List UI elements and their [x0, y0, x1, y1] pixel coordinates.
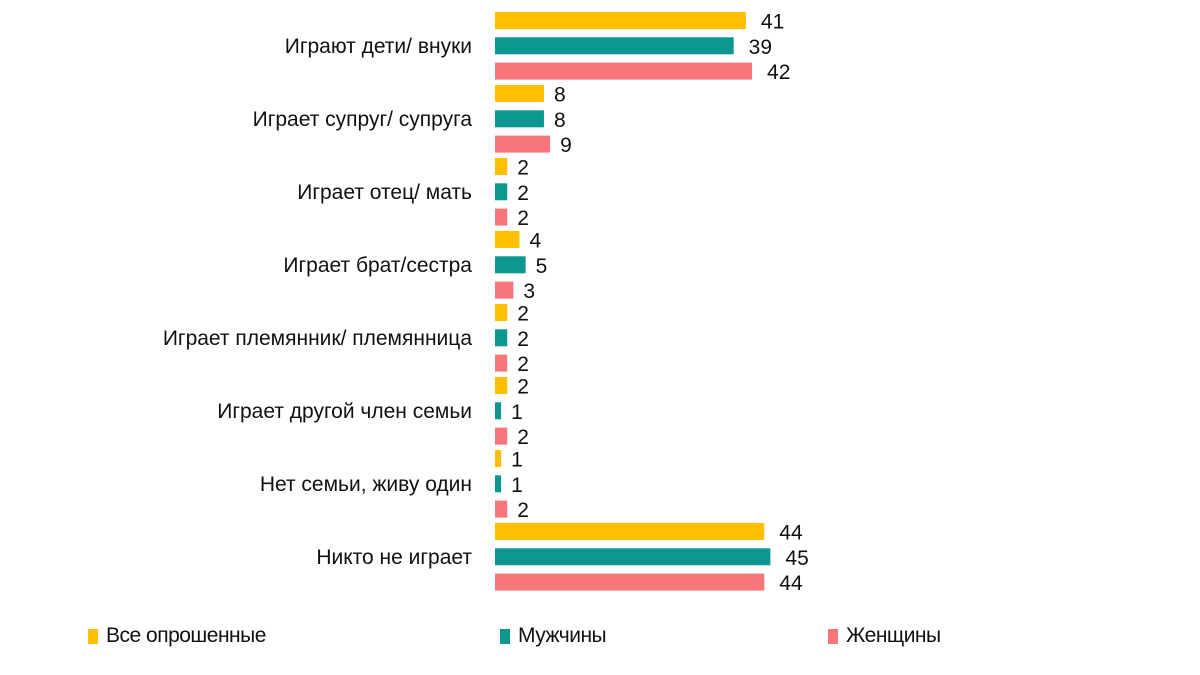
data-label: 8	[554, 84, 566, 107]
bar	[495, 402, 502, 420]
legend-swatch-women	[828, 628, 838, 644]
data-label: 2	[517, 207, 529, 230]
data-label: 41	[761, 11, 784, 34]
category-label: Играет супруг/ супруга	[253, 108, 473, 131]
data-label: 42	[767, 61, 790, 84]
legend-item-women: Женщины	[828, 624, 941, 648]
legend-item-all: Все опрошенные	[88, 624, 266, 648]
bar	[495, 329, 508, 347]
bar	[495, 37, 734, 55]
data-label: 39	[749, 36, 772, 59]
bar	[495, 85, 544, 102]
bar	[495, 12, 746, 29]
data-label: 44	[779, 572, 803, 595]
data-label: 8	[554, 109, 566, 132]
data-label: 2	[517, 303, 529, 326]
data-label: 1	[511, 401, 523, 424]
bar	[495, 475, 502, 493]
bar	[495, 304, 508, 321]
category-label: Играет другой член семьи	[217, 400, 472, 423]
data-label: 45	[785, 547, 808, 570]
bar	[495, 450, 502, 467]
data-label: 44	[779, 522, 803, 545]
data-label: 2	[517, 157, 529, 180]
bar	[495, 377, 508, 394]
data-label: 3	[523, 280, 535, 303]
bar	[495, 231, 520, 248]
bar	[495, 135, 551, 153]
bar	[495, 183, 508, 201]
legend-label-women: Женщины	[846, 624, 941, 647]
legend-swatch-men	[500, 628, 510, 644]
bar	[495, 548, 771, 566]
bar	[495, 523, 765, 540]
data-label: 2	[517, 353, 529, 376]
data-label: 9	[560, 134, 572, 157]
category-label: Нет семьи, живу один	[260, 473, 472, 496]
legend-label-men: Мужчины	[518, 624, 607, 647]
bar	[495, 158, 508, 175]
bar	[495, 110, 544, 128]
category-label: Никто не играет	[316, 546, 472, 569]
bar	[495, 427, 508, 445]
bar	[495, 354, 508, 372]
data-label: 2	[517, 426, 529, 449]
bar	[495, 62, 753, 80]
category-label: Играют дети/ внуки	[285, 35, 472, 58]
bar	[495, 281, 514, 299]
bar	[495, 500, 508, 518]
legend-item-men: Мужчины	[500, 624, 607, 648]
data-label: 2	[517, 328, 529, 351]
legend-swatch-all	[88, 628, 98, 644]
bar	[495, 208, 508, 226]
legend-label-all: Все опрошенные	[106, 624, 266, 647]
bar	[495, 256, 526, 274]
category-label: Играет брат/сестра	[283, 254, 472, 277]
data-label: 5	[536, 255, 548, 278]
data-label: 2	[517, 499, 529, 522]
category-label: Играет отец/ мать	[297, 181, 472, 204]
data-label: 4	[529, 230, 541, 253]
data-label: 2	[517, 182, 529, 205]
data-label: 1	[511, 474, 523, 497]
bar	[495, 573, 765, 591]
data-label: 2	[517, 376, 529, 399]
data-label: 1	[511, 449, 523, 472]
category-label: Играет племянник/ племянница	[163, 327, 473, 350]
